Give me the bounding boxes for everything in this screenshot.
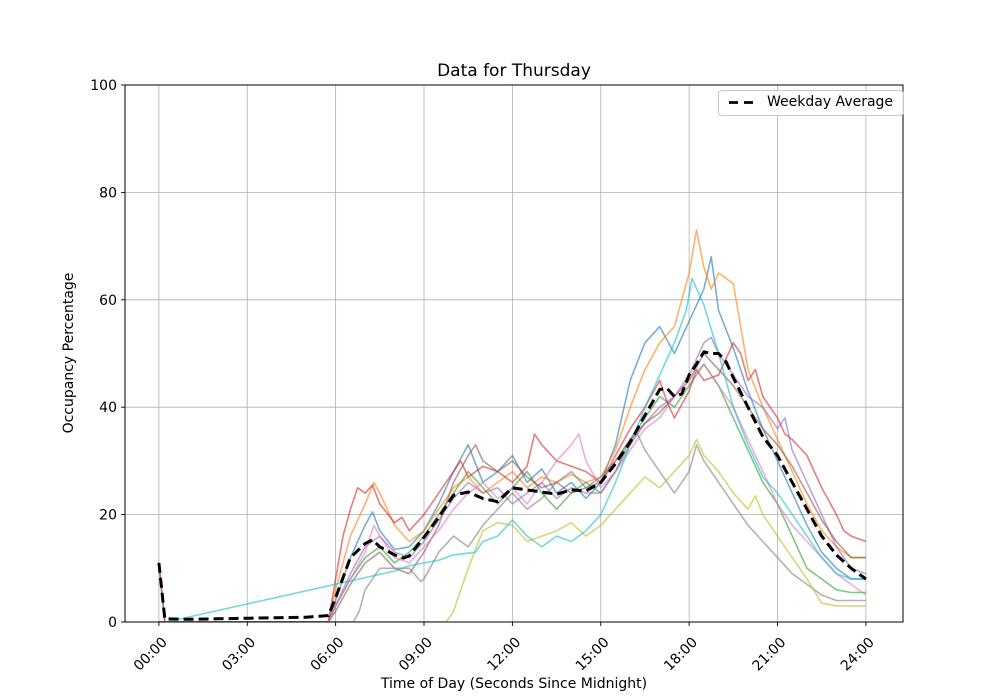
series-line-gray (158, 433, 866, 622)
y-tick-label: 60 (99, 293, 117, 309)
legend: Weekday Average (718, 90, 905, 116)
series-layer (157, 229, 867, 622)
legend-label: Weekday Average (767, 94, 894, 110)
grid-layer (125, 84, 903, 623)
axes-spines (124, 84, 904, 623)
series-line-red (158, 341, 867, 622)
series-line-brown (158, 352, 866, 622)
y-axis-label: Occupancy Percentage (61, 273, 77, 434)
chart-title: Data for Thursday (437, 61, 591, 81)
series-line-olive (158, 438, 866, 622)
x-tick-label: 15:00 (573, 635, 613, 675)
x-tick-label: 12:00 (484, 635, 524, 675)
tick-label-layer: 0 20 40 60 80 100 00:00 03:00 06:00 09:00 12:00 15:… (90, 78, 877, 674)
x-tick-label: 21:00 (749, 635, 789, 675)
y-tick-label: 100 (90, 78, 117, 94)
y-tick-label: 0 (108, 615, 117, 631)
x-tick-label: 00:00 (131, 635, 171, 675)
legend-dash-icon (729, 101, 757, 104)
x-axis-label: Time of Day (Seconds Since Midnight) (380, 676, 647, 692)
axes-layer (121, 84, 904, 626)
y-tick-label: 80 (99, 185, 117, 201)
series-line-pink (158, 363, 867, 622)
y-tick-label: 20 (99, 508, 117, 524)
x-tick-label: 03:00 (219, 635, 259, 675)
x-tick-label: 18:00 (661, 635, 701, 675)
x-tick-label: 06:00 (308, 635, 348, 675)
x-tick-label: 09:00 (396, 635, 436, 675)
x-tick-label: 24:00 (838, 635, 878, 675)
y-tick-label: 40 (99, 400, 117, 416)
average-line (157, 350, 867, 621)
series-line-cyan (166, 277, 866, 622)
